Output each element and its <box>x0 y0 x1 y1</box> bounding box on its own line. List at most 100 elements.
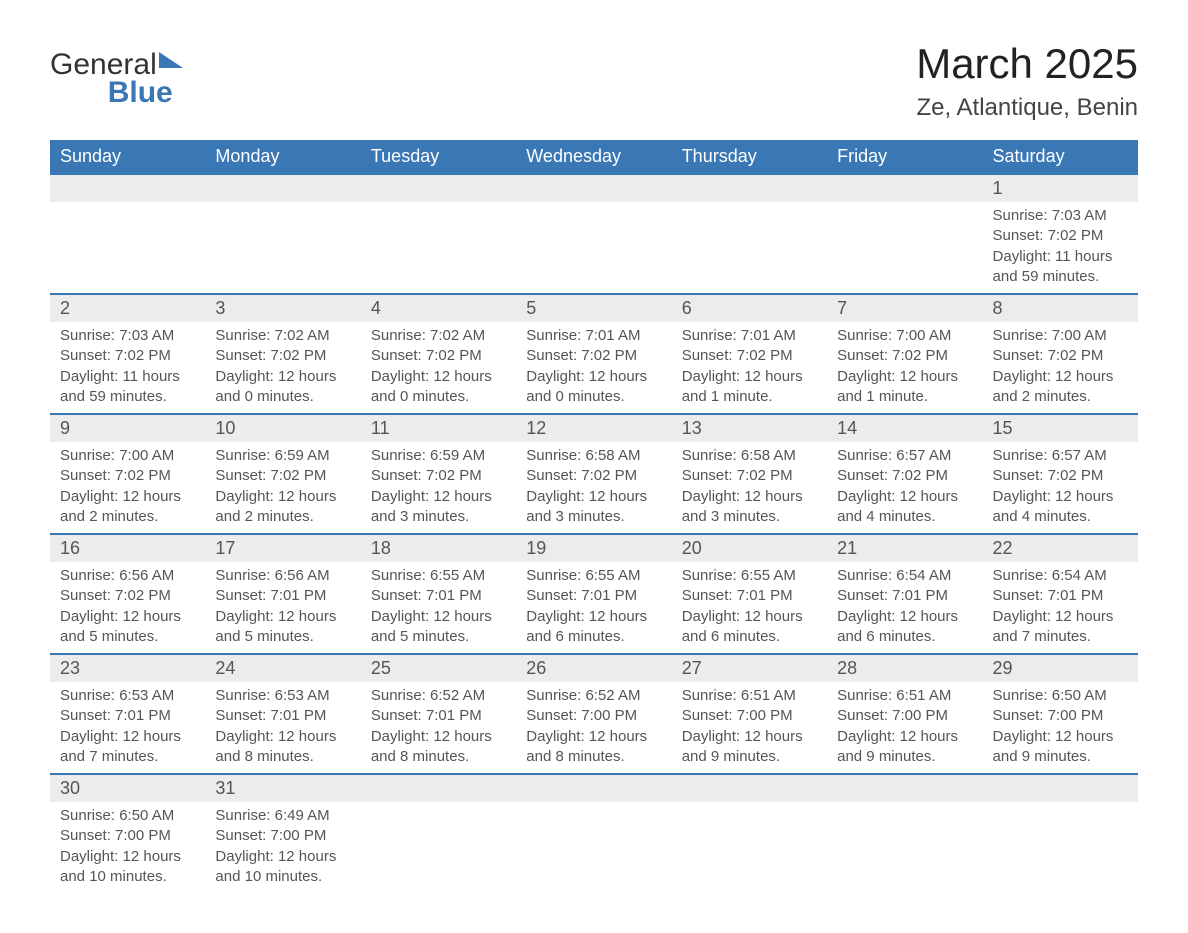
day-cell: 1Sunrise: 7:03 AMSunset: 7:02 PMDaylight… <box>983 174 1138 294</box>
sunrise-text: Sunrise: 6:50 AM <box>60 806 195 826</box>
day-body: Sunrise: 7:01 AMSunset: 7:02 PMDaylight:… <box>672 322 827 413</box>
day-body: Sunrise: 6:53 AMSunset: 7:01 PMDaylight:… <box>50 682 205 773</box>
logo-triangle-icon <box>159 52 183 68</box>
day-cell: 24Sunrise: 6:53 AMSunset: 7:01 PMDayligh… <box>205 654 360 774</box>
daylight-text: Daylight: 12 hours and 2 minutes. <box>60 487 195 528</box>
day-header-row: Sunday Monday Tuesday Wednesday Thursday… <box>50 140 1138 174</box>
daylight-text: Daylight: 12 hours and 9 minutes. <box>682 727 817 768</box>
day-cell: 21Sunrise: 6:54 AMSunset: 7:01 PMDayligh… <box>827 534 982 654</box>
sunrise-text: Sunrise: 7:01 AM <box>526 326 661 346</box>
day-body: Sunrise: 6:56 AMSunset: 7:02 PMDaylight:… <box>50 562 205 653</box>
day-number-empty <box>205 175 360 202</box>
day-cell: 13Sunrise: 6:58 AMSunset: 7:02 PMDayligh… <box>672 414 827 534</box>
sunrise-text: Sunrise: 7:00 AM <box>60 446 195 466</box>
day-number: 1 <box>983 175 1138 202</box>
day-cell <box>361 174 516 294</box>
day-number: 15 <box>983 415 1138 442</box>
sunset-text: Sunset: 7:00 PM <box>215 826 350 846</box>
sunset-text: Sunset: 7:00 PM <box>526 706 661 726</box>
day-number-empty <box>827 175 982 202</box>
day-cell: 20Sunrise: 6:55 AMSunset: 7:01 PMDayligh… <box>672 534 827 654</box>
day-body: Sunrise: 6:51 AMSunset: 7:00 PMDaylight:… <box>827 682 982 773</box>
day-cell: 9Sunrise: 7:00 AMSunset: 7:02 PMDaylight… <box>50 414 205 534</box>
sunset-text: Sunset: 7:02 PM <box>682 466 817 486</box>
day-body: Sunrise: 6:53 AMSunset: 7:01 PMDaylight:… <box>205 682 360 773</box>
daylight-text: Daylight: 12 hours and 5 minutes. <box>371 607 506 648</box>
daylight-text: Daylight: 12 hours and 10 minutes. <box>60 847 195 888</box>
day-cell <box>516 774 671 893</box>
sunset-text: Sunset: 7:02 PM <box>837 346 972 366</box>
day-number: 4 <box>361 295 516 322</box>
day-body: Sunrise: 6:55 AMSunset: 7:01 PMDaylight:… <box>672 562 827 653</box>
day-cell: 29Sunrise: 6:50 AMSunset: 7:00 PMDayligh… <box>983 654 1138 774</box>
day-number: 16 <box>50 535 205 562</box>
day-cell <box>205 174 360 294</box>
day-number: 17 <box>205 535 360 562</box>
day-number: 20 <box>672 535 827 562</box>
day-cell: 16Sunrise: 6:56 AMSunset: 7:02 PMDayligh… <box>50 534 205 654</box>
week-row: 23Sunrise: 6:53 AMSunset: 7:01 PMDayligh… <box>50 654 1138 774</box>
daylight-text: Daylight: 12 hours and 1 minute. <box>837 367 972 408</box>
sunrise-text: Sunrise: 6:55 AM <box>371 566 506 586</box>
day-cell: 17Sunrise: 6:56 AMSunset: 7:01 PMDayligh… <box>205 534 360 654</box>
day-body: Sunrise: 6:55 AMSunset: 7:01 PMDaylight:… <box>516 562 671 653</box>
day-body-empty <box>827 202 982 270</box>
dayname-tue: Tuesday <box>361 140 516 174</box>
day-cell: 3Sunrise: 7:02 AMSunset: 7:02 PMDaylight… <box>205 294 360 414</box>
daylight-text: Daylight: 12 hours and 0 minutes. <box>371 367 506 408</box>
day-body-empty <box>672 202 827 270</box>
day-cell <box>672 174 827 294</box>
day-number-empty <box>50 175 205 202</box>
day-body: Sunrise: 7:00 AMSunset: 7:02 PMDaylight:… <box>983 322 1138 413</box>
sunset-text: Sunset: 7:01 PM <box>993 586 1128 606</box>
sunrise-text: Sunrise: 7:01 AM <box>682 326 817 346</box>
sunrise-text: Sunrise: 6:54 AM <box>837 566 972 586</box>
day-number: 24 <box>205 655 360 682</box>
sunset-text: Sunset: 7:01 PM <box>371 706 506 726</box>
sunrise-text: Sunrise: 6:50 AM <box>993 686 1128 706</box>
day-cell: 31 Sunrise: 6:49 AMSunset: 7:00 PMDayligh… <box>205 774 360 893</box>
day-cell <box>827 174 982 294</box>
sunset-text: Sunset: 7:02 PM <box>371 466 506 486</box>
daylight-text: Daylight: 12 hours and 5 minutes. <box>215 607 350 648</box>
day-body: Sunrise: 7:00 AMSunset: 7:02 PMDaylight:… <box>827 322 982 413</box>
logo-word2: Blue <box>50 78 183 108</box>
calendar-table: Sunday Monday Tuesday Wednesday Thursday… <box>50 140 1138 893</box>
day-cell: 10Sunrise: 6:59 AMSunset: 7:02 PMDayligh… <box>205 414 360 534</box>
day-number: 28 <box>827 655 982 682</box>
day-cell: 18Sunrise: 6:55 AMSunset: 7:01 PMDayligh… <box>361 534 516 654</box>
sunrise-text: Sunrise: 6:53 AM <box>215 686 350 706</box>
daylight-text: Daylight: 12 hours and 2 minutes. <box>993 367 1128 408</box>
day-body: Sunrise: 6:55 AMSunset: 7:01 PMDaylight:… <box>361 562 516 653</box>
day-cell: 22Sunrise: 6:54 AMSunset: 7:01 PMDayligh… <box>983 534 1138 654</box>
day-cell: 8Sunrise: 7:00 AMSunset: 7:02 PMDaylight… <box>983 294 1138 414</box>
sunrise-text: Sunrise: 6:49 AM <box>215 806 350 826</box>
daylight-text: Daylight: 12 hours and 3 minutes. <box>682 487 817 528</box>
day-cell: 14Sunrise: 6:57 AMSunset: 7:02 PMDayligh… <box>827 414 982 534</box>
sunset-text: Sunset: 7:00 PM <box>837 706 972 726</box>
day-number: 31 <box>205 775 360 802</box>
day-body: Sunrise: 6:52 AMSunset: 7:01 PMDaylight:… <box>361 682 516 773</box>
sunset-text: Sunset: 7:00 PM <box>60 826 195 846</box>
daylight-text: Daylight: 12 hours and 0 minutes. <box>215 367 350 408</box>
day-cell: 25Sunrise: 6:52 AMSunset: 7:01 PMDayligh… <box>361 654 516 774</box>
sunset-text: Sunset: 7:02 PM <box>993 346 1128 366</box>
logo: General Blue <box>50 50 183 108</box>
day-cell: 28Sunrise: 6:51 AMSunset: 7:00 PMDayligh… <box>827 654 982 774</box>
daylight-text: Daylight: 12 hours and 6 minutes. <box>837 607 972 648</box>
daylight-text: Daylight: 12 hours and 9 minutes. <box>837 727 972 768</box>
sunrise-text: Sunrise: 6:54 AM <box>993 566 1128 586</box>
location: Ze, Atlantique, Benin <box>916 94 1138 122</box>
sunset-text: Sunset: 7:01 PM <box>371 586 506 606</box>
daylight-text: Daylight: 12 hours and 10 minutes. <box>215 847 350 888</box>
day-number: 11 <box>361 415 516 442</box>
calendar-body: 1Sunrise: 7:03 AMSunset: 7:02 PMDaylight… <box>50 174 1138 893</box>
day-cell: 15Sunrise: 6:57 AMSunset: 7:02 PMDayligh… <box>983 414 1138 534</box>
day-number: 8 <box>983 295 1138 322</box>
day-number: 9 <box>50 415 205 442</box>
day-cell <box>516 174 671 294</box>
month-title: March 2025 <box>916 40 1138 88</box>
week-row: 16Sunrise: 6:56 AMSunset: 7:02 PMDayligh… <box>50 534 1138 654</box>
day-number: 13 <box>672 415 827 442</box>
day-body-empty <box>516 202 671 270</box>
